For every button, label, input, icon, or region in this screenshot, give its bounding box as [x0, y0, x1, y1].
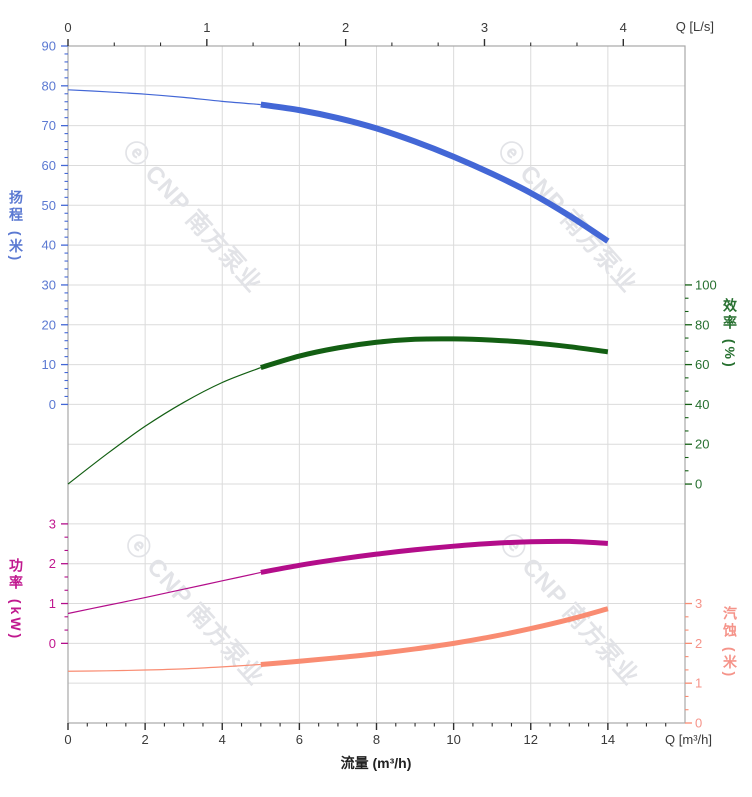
curve-head-thin	[67, 89, 261, 106]
axis-tick-label: 2	[695, 636, 702, 651]
axis-tick-label: 0	[49, 636, 56, 651]
flow-axis-title: 流量 (m³/h)	[340, 755, 412, 771]
watermark-cnp-logo-text: ⓔ CNP 南方泵业	[495, 528, 645, 691]
axis-tick-label: 0	[695, 477, 702, 492]
axis-tick-label: 0	[695, 716, 702, 731]
axis-tick-label: 1	[695, 676, 702, 691]
curve-npsh-thin	[67, 663, 261, 672]
curve-efficiency-thick	[260, 336, 609, 370]
axis-tick-label: 50	[42, 198, 56, 213]
axis-tick-label: 70	[42, 118, 56, 133]
axis-tick-label: 4	[620, 20, 627, 35]
axis-tick-label: 3	[695, 596, 702, 611]
axis-tick-label: 0	[49, 397, 56, 412]
axis-tick-label: 60	[42, 158, 56, 173]
curve-head-thick	[260, 101, 610, 244]
axis-tick-label: 3	[49, 516, 56, 531]
power-axis-title: 功率 (kW)	[8, 558, 24, 642]
axis-tick-label: 20	[42, 317, 56, 332]
axis-tick-label: 90	[42, 39, 56, 54]
bottom-axis-unit-label: Q [m³/h]	[665, 732, 712, 747]
axis-tick-label: 80	[695, 317, 709, 332]
top-axis: 0 1 2 3 4	[64, 20, 627, 46]
axis-tick-label: 60	[695, 357, 709, 372]
watermark-cnp-logo-text: ⓔ CNP 南方泵业	[120, 528, 270, 691]
axis-tick-label: 1	[203, 20, 210, 35]
top-axis-unit-label: Q [L/s]	[675, 19, 714, 34]
axis-tick-label: 12	[524, 732, 538, 747]
axis-tick-label: 40	[695, 397, 709, 412]
axis-tick-label: 2	[142, 732, 149, 747]
axis-tick-label: 6	[296, 732, 303, 747]
efficiency-axis-title: 效率 (%)	[722, 298, 738, 370]
axis-tick-label: 80	[42, 78, 56, 93]
curve-efficiency-thin	[67, 367, 262, 485]
axis-tick-label: 0	[64, 20, 71, 35]
curve-power-thin	[67, 571, 261, 615]
axis-tick-label: 2	[342, 20, 349, 35]
head-axis-title: 扬程 (米)	[8, 190, 24, 264]
axis-tick-label: 10	[42, 357, 56, 372]
axis-tick-label: 40	[42, 238, 56, 253]
curve-power-thick	[260, 538, 609, 575]
axis-tick-label: 8	[373, 732, 380, 747]
axis-tick-label: 4	[219, 732, 226, 747]
curve-npsh-thick	[260, 606, 609, 667]
axis-tick-label: 20	[695, 437, 709, 452]
npsh-axis-title: 汽蚀 (米)	[722, 606, 738, 680]
bottom-axis: 0 2 4 6 8 10 12 14	[64, 723, 667, 747]
curves	[67, 89, 610, 672]
axis-tick-label: 10	[446, 732, 460, 747]
axis-tick-label: 0	[64, 732, 71, 747]
axis-tick-label: 100	[695, 277, 717, 292]
axis-tick-label: 1	[49, 596, 56, 611]
axis-tick-label: 30	[42, 277, 56, 292]
axis-tick-label: 2	[49, 556, 56, 571]
watermark-cnp-logo-text: ⓔ CNP 南方泵业	[118, 135, 268, 298]
axis-tick-label: 14	[601, 732, 615, 747]
axis-tick-label: 3	[481, 20, 488, 35]
